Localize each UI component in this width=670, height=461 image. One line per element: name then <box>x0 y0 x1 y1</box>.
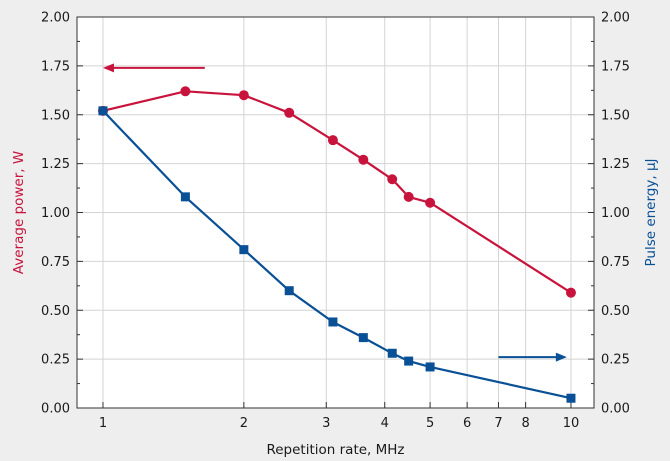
data-point-right <box>425 362 435 372</box>
annotations <box>102 63 567 362</box>
arrow-head-right <box>555 352 567 362</box>
data-point-left <box>284 107 295 118</box>
data-point-right <box>566 393 576 403</box>
y-right-tick-label: 0.00 <box>601 402 630 417</box>
data-point-right <box>180 192 190 202</box>
y-left-tick-label: 0.50 <box>41 304 70 319</box>
data-point-left <box>238 90 249 101</box>
y-right-tick-label: 2.00 <box>601 11 630 26</box>
data-point-right <box>239 245 249 255</box>
y-right-axis-title: Pulse energy, μJ <box>643 158 659 266</box>
y-right-tick-label: 1.00 <box>601 206 630 221</box>
data-point-left <box>565 287 576 298</box>
y-right-tick-label: 0.50 <box>601 304 630 319</box>
x-axis-title: Repetition rate, MHz <box>266 442 404 458</box>
y-left-tick-label: 0.25 <box>41 353 70 368</box>
x-tick-label: 2 <box>240 416 248 431</box>
x-tick-label: 6 <box>463 416 471 431</box>
x-tick-label: 8 <box>521 416 529 431</box>
y-left-tick-label: 1.00 <box>41 206 70 221</box>
y-left-tick-label: 1.50 <box>41 108 70 123</box>
data-point-left <box>403 191 414 202</box>
data-point-right <box>358 333 368 343</box>
y-left-tick-label: 1.25 <box>41 157 70 172</box>
series-line-left <box>102 90 572 294</box>
ticks: 1 2 3 4 5 6 7 8 10 0.00 0.25 0.50 0.75 1.00 1.25 1.50 1.… <box>41 11 630 432</box>
data-point-right <box>328 317 338 327</box>
y-left-tick-label: 0.75 <box>41 255 70 270</box>
x-tick-label: 4 <box>381 416 389 431</box>
data-point-left <box>387 174 398 185</box>
arrow-head-left <box>102 63 114 73</box>
y-right-tick-label: 0.75 <box>601 255 630 270</box>
data-point-right <box>98 106 108 116</box>
x-tick-label: 5 <box>426 416 434 431</box>
y-left-tick-label: 1.75 <box>41 59 70 74</box>
y-right-tick-label: 1.25 <box>601 157 630 172</box>
x-tick-label: 7 <box>494 416 502 431</box>
y-right-tick-label: 0.25 <box>601 353 630 368</box>
y-right-tick-label: 1.50 <box>601 108 630 123</box>
data-point-right <box>284 286 294 296</box>
data-point-left <box>425 197 436 208</box>
x-tick-label: 10 <box>563 416 580 431</box>
data-point-left <box>180 86 191 97</box>
y-left-tick-label: 0.00 <box>41 402 70 417</box>
y-left-tick-label: 2.00 <box>41 11 70 26</box>
y-left-axis-title: Average power, W <box>11 151 27 274</box>
data-point-right <box>404 356 414 366</box>
x-tick-label: 3 <box>322 416 330 431</box>
data-point-left <box>358 154 369 165</box>
data-point-right <box>387 348 397 358</box>
data-point-left <box>327 135 338 146</box>
series-line-right <box>102 110 572 400</box>
x-tick-label: 1 <box>99 416 107 431</box>
y-right-tick-label: 1.75 <box>601 59 630 74</box>
series-layer <box>97 86 576 403</box>
